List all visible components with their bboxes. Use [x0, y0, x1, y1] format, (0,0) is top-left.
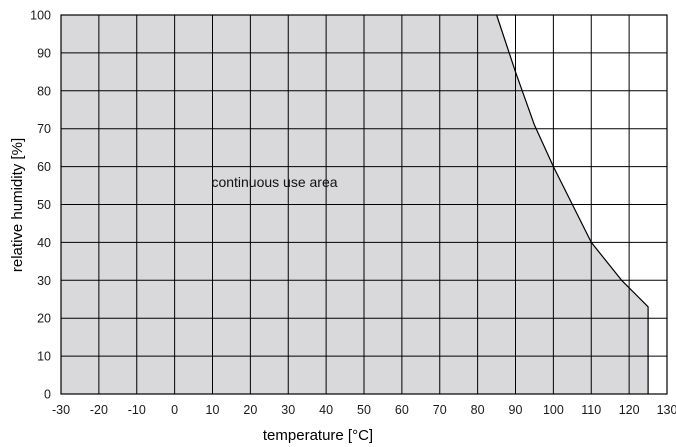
x-tick-label: 90 — [509, 403, 523, 417]
y-tick-label: 20 — [37, 312, 51, 326]
y-tick-label: 60 — [37, 160, 51, 174]
x-tick-label: 120 — [619, 403, 640, 417]
x-tick-label: -20 — [90, 403, 108, 417]
boundary-curve — [496, 14, 649, 394]
x-tick-label: 80 — [471, 403, 485, 417]
y-tick-label: 40 — [37, 236, 51, 250]
x-tick-label: 20 — [243, 403, 257, 417]
x-tick-label: 100 — [543, 403, 564, 417]
y-tick-label: 0 — [44, 388, 51, 402]
x-tick-label: 130 — [657, 403, 676, 417]
x-tick-label: 70 — [433, 403, 447, 417]
y-tick-label: 10 — [37, 350, 51, 364]
y-tick-label: 30 — [37, 274, 51, 288]
y-tick-label: 100 — [30, 9, 51, 23]
x-tick-label: -10 — [128, 403, 146, 417]
y-tick-label: 70 — [37, 122, 51, 136]
y-tick-label: 50 — [37, 198, 51, 212]
plot-frame — [60, 14, 668, 395]
x-tick-label: 60 — [395, 403, 409, 417]
x-tick-label: 10 — [206, 403, 220, 417]
x-axis-title: temperature [°C] — [263, 427, 373, 444]
x-tick-label: -30 — [52, 403, 70, 417]
x-tick-label: 30 — [281, 403, 295, 417]
x-tick-label: 40 — [319, 403, 333, 417]
y-tick-label: 90 — [37, 46, 51, 60]
x-tick-label: 50 — [357, 403, 371, 417]
x-tick-label: 0 — [171, 403, 178, 417]
annotation-continuous-use-area: continuous use area — [211, 174, 337, 190]
x-tick-label: 110 — [581, 403, 601, 417]
y-axis-title: relative humidity [%] — [9, 138, 26, 272]
y-tick-label: 80 — [37, 84, 51, 98]
